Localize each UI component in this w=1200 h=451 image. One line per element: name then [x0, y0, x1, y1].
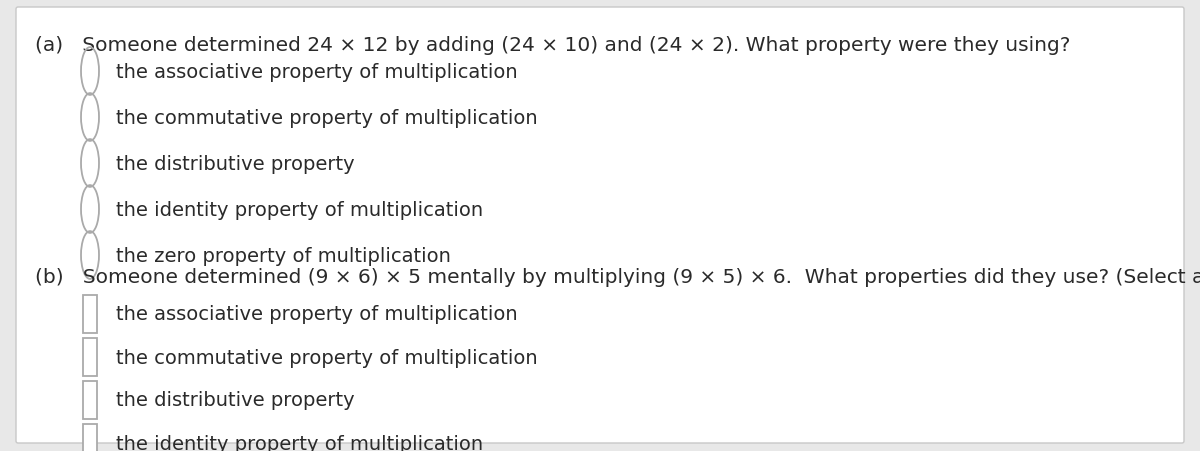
Text: the identity property of multiplication: the identity property of multiplication — [116, 433, 484, 451]
Text: the zero property of multiplication: the zero property of multiplication — [116, 246, 451, 265]
Text: the distributive property: the distributive property — [116, 154, 355, 173]
FancyBboxPatch shape — [83, 424, 97, 451]
FancyBboxPatch shape — [83, 382, 97, 419]
FancyBboxPatch shape — [83, 339, 97, 376]
Text: the commutative property of multiplication: the commutative property of multiplicati… — [116, 108, 538, 127]
Text: the associative property of multiplication: the associative property of multiplicati… — [116, 305, 517, 324]
Text: the identity property of multiplication: the identity property of multiplication — [116, 200, 484, 219]
Text: the distributive property: the distributive property — [116, 391, 355, 410]
Text: (a)   Someone determined 24 × 12 by adding (24 × 10) and (24 × 2). What property: (a) Someone determined 24 × 12 by adding… — [35, 36, 1070, 55]
Text: the commutative property of multiplication: the commutative property of multiplicati… — [116, 348, 538, 367]
Text: (b)   Someone determined (9 × 6) × 5 mentally by multiplying (9 × 5) × 6.  What : (b) Someone determined (9 × 6) × 5 menta… — [35, 267, 1200, 286]
FancyBboxPatch shape — [16, 8, 1184, 443]
FancyBboxPatch shape — [83, 296, 97, 333]
Text: the associative property of multiplication: the associative property of multiplicati… — [116, 62, 517, 81]
